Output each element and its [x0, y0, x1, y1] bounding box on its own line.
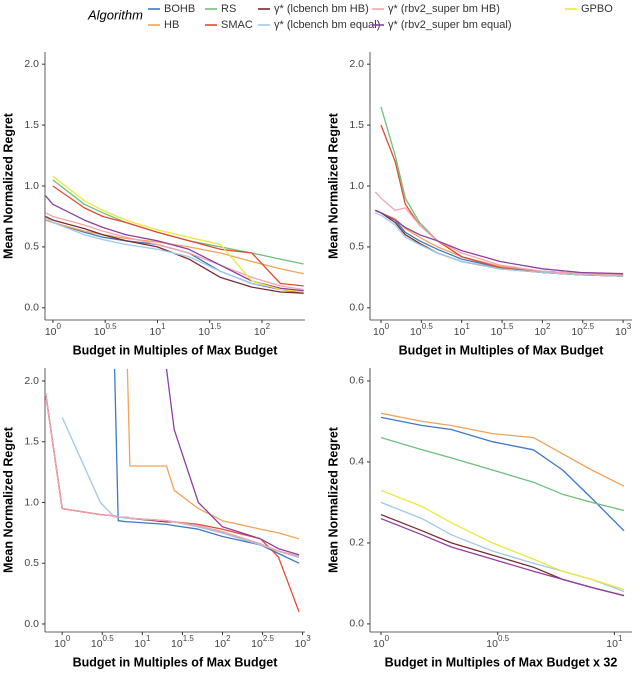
x-tick-label: 100 — [54, 634, 71, 650]
y-tick-label: 1.5 — [349, 119, 364, 131]
x-tick-label: 103 — [295, 634, 312, 650]
series-line — [45, 217, 304, 292]
x-tick-label: 102 — [534, 322, 551, 338]
y-tick-label: 0.0 — [349, 618, 364, 630]
legend-label: γ* (rbv2_super bm equal) — [388, 19, 512, 31]
x-tick-label: 100 — [373, 634, 390, 650]
series-line — [52, 175, 304, 293]
legend-label: γ* (lcbench bm HB) — [274, 3, 369, 15]
x-axis-title: Budget in Multiples of Max Budget — [399, 343, 605, 357]
legend-label: SMAC — [221, 19, 253, 31]
legend-label: GPBO — [581, 3, 613, 15]
x-axis-title: Budget in Multiples of Max Budget — [73, 655, 279, 669]
x-tick-label: 100.5 — [410, 322, 433, 338]
y-tick-label: 0.5 — [24, 241, 39, 253]
x-tick-label: 101 — [606, 634, 623, 650]
series-line — [375, 209, 624, 275]
x-axis-title: Budget in Multiples of Max Budget x 32 — [385, 655, 618, 669]
series-line — [380, 513, 625, 597]
y-tick-label: 0.4 — [349, 456, 364, 468]
legend-label: RS — [221, 3, 236, 15]
legend-title: Algorithm — [87, 7, 143, 22]
x-tick-label: 100.5 — [486, 634, 509, 650]
y-tick-label: 1.0 — [24, 496, 39, 508]
x-tick-label: 102 — [254, 322, 271, 338]
y-tick-label: 0.2 — [349, 537, 364, 549]
series-line — [113, 368, 300, 564]
series-line — [380, 517, 625, 597]
x-tick-label: 102 — [214, 634, 231, 650]
y-tick-label: 0.5 — [24, 557, 39, 569]
x-tick-label: 103 — [615, 322, 632, 338]
y-tick-label: 2.0 — [349, 58, 364, 70]
series-line — [45, 393, 300, 557]
plot-lines — [374, 106, 624, 277]
series-line — [61, 417, 300, 558]
series-line — [165, 368, 300, 556]
x-tick-label: 101 — [149, 322, 166, 338]
series-line — [380, 436, 625, 512]
series-line — [126, 368, 300, 540]
legend-label: γ* (rbv2_super bm HB) — [388, 3, 500, 15]
x-axis-title: Budget in Multiples of Max Budget — [73, 343, 279, 357]
y-tick-label: 0.0 — [24, 302, 39, 314]
legend-label: BOHB — [164, 3, 195, 15]
x-tick-label: 100.5 — [94, 322, 117, 338]
x-tick-label: 101.5 — [171, 634, 194, 650]
series-line — [375, 212, 624, 277]
series-line — [45, 195, 304, 292]
x-tick-label: 102.5 — [251, 634, 274, 650]
series-line — [380, 412, 625, 487]
y-tick-label: 1.5 — [24, 436, 39, 448]
y-tick-label: 1.5 — [24, 119, 39, 131]
series-line — [45, 212, 304, 291]
plot-lines — [380, 412, 625, 597]
series-line — [380, 489, 625, 591]
y-axis-title: Mean Normalized Regret — [326, 426, 340, 573]
legend-label: γ* (lcbench bm equal) — [274, 19, 380, 31]
legend-label: HB — [164, 19, 179, 31]
x-tick-label: 101 — [454, 322, 471, 338]
series-line — [380, 106, 624, 276]
x-tick-label: 102.5 — [571, 322, 594, 338]
plot-lines — [45, 368, 300, 613]
plot-lines — [45, 175, 304, 294]
y-axis-title: Mean Normalized Regret — [1, 426, 15, 573]
x-tick-label: 100 — [45, 322, 62, 338]
y-tick-label: 1.0 — [24, 180, 39, 192]
y-tick-label: 0.0 — [349, 302, 364, 314]
series-line — [380, 416, 625, 532]
x-tick-label: 100.5 — [91, 634, 114, 650]
y-tick-label: 1.0 — [349, 180, 364, 192]
series-line — [52, 185, 304, 287]
x-tick-label: 101.5 — [198, 322, 221, 338]
series-line — [45, 393, 300, 613]
series-line — [45, 215, 304, 294]
y-tick-label: 0.6 — [349, 375, 364, 387]
y-tick-label: 0.0 — [24, 618, 39, 630]
y-tick-label: 2.0 — [24, 58, 39, 70]
y-tick-label: 0.5 — [349, 241, 364, 253]
series-line — [380, 124, 624, 277]
y-axis-title: Mean Normalized Regret — [1, 112, 15, 259]
x-tick-label: 101 — [134, 634, 151, 650]
y-tick-label: 2.0 — [24, 375, 39, 387]
x-tick-label: 101.5 — [491, 322, 514, 338]
x-tick-label: 100 — [373, 322, 390, 338]
y-axis-title: Mean Normalized Regret — [326, 112, 340, 259]
